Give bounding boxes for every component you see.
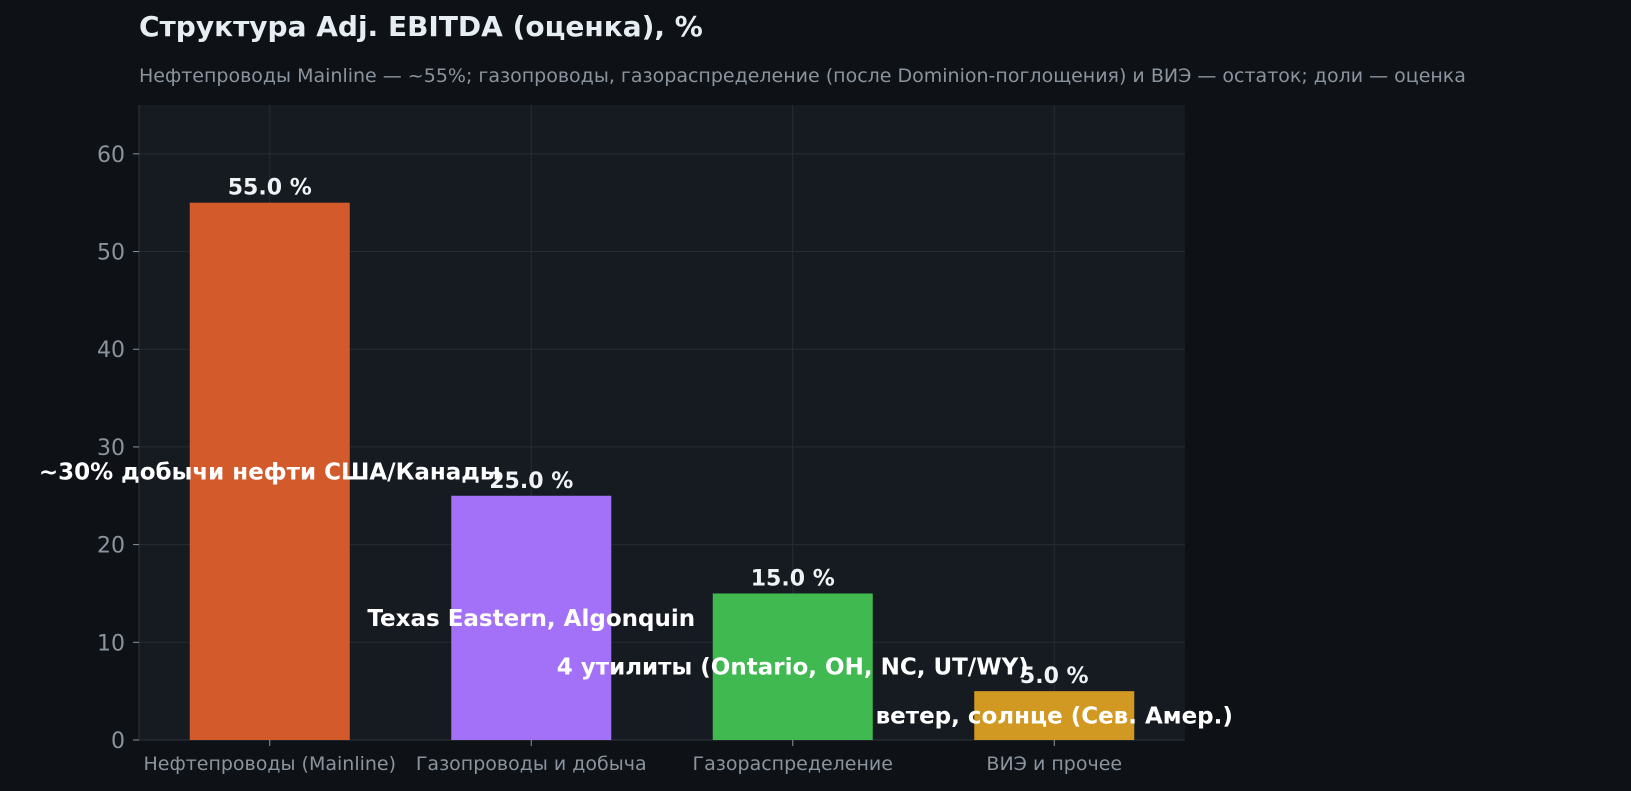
bars [189, 202, 1135, 740]
y-tick-label: 10 [97, 631, 125, 656]
bar [974, 691, 1135, 740]
y-tick-label: 50 [97, 241, 125, 266]
bar [451, 495, 612, 740]
bar-annotation: Texas Eastern, Algonquin [367, 606, 695, 632]
bar-annotation: ~30% добычи нефти США/Канады [39, 459, 501, 485]
bar-annotation: 4 утилиты (Ontario, OH, NC, UT/WY) [557, 655, 1029, 681]
bar-annotation: ветер, солнце (Сев. Амер.) [876, 704, 1233, 730]
bar [189, 202, 350, 740]
y-tick-label: 20 [97, 534, 125, 559]
bar [712, 593, 873, 740]
x-tick-label: Нефтепроводы (Mainline) [143, 753, 396, 775]
annotations: ~30% добычи нефти США/Канады Texas Easter… [39, 459, 1233, 729]
chart-subtitle: Нефтепроводы Mainline — ~55%; газопровод… [139, 65, 1466, 87]
x-tick-label: ВИЭ и прочее [986, 753, 1122, 775]
value-labels: 55.0 % 25.0 % 15.0 % 5.0 % [228, 176, 1089, 689]
y-tick-label: 30 [97, 436, 125, 461]
x-tick-label: Газопроводы и добыча [416, 753, 647, 775]
y-tick-label: 0 [111, 729, 125, 754]
x-tick-label: Газораспределение [693, 753, 893, 775]
bar-value-label: 15.0 % [751, 566, 835, 591]
bar-value-label: 25.0 % [489, 469, 573, 494]
y-tick-label: 60 [97, 143, 125, 168]
bar-value-label: 5.0 % [1020, 664, 1089, 689]
bar-value-label: 55.0 % [228, 176, 312, 201]
y-tick-label: 40 [97, 338, 125, 363]
x-tick-labels: Нефтепроводы (Mainline) Газопроводы и доб… [143, 740, 1122, 775]
y-tick-labels: 0 10 20 30 40 50 60 [97, 143, 139, 754]
chart-title: Структура Adj. EBITDA (оценка), % [139, 10, 703, 43]
